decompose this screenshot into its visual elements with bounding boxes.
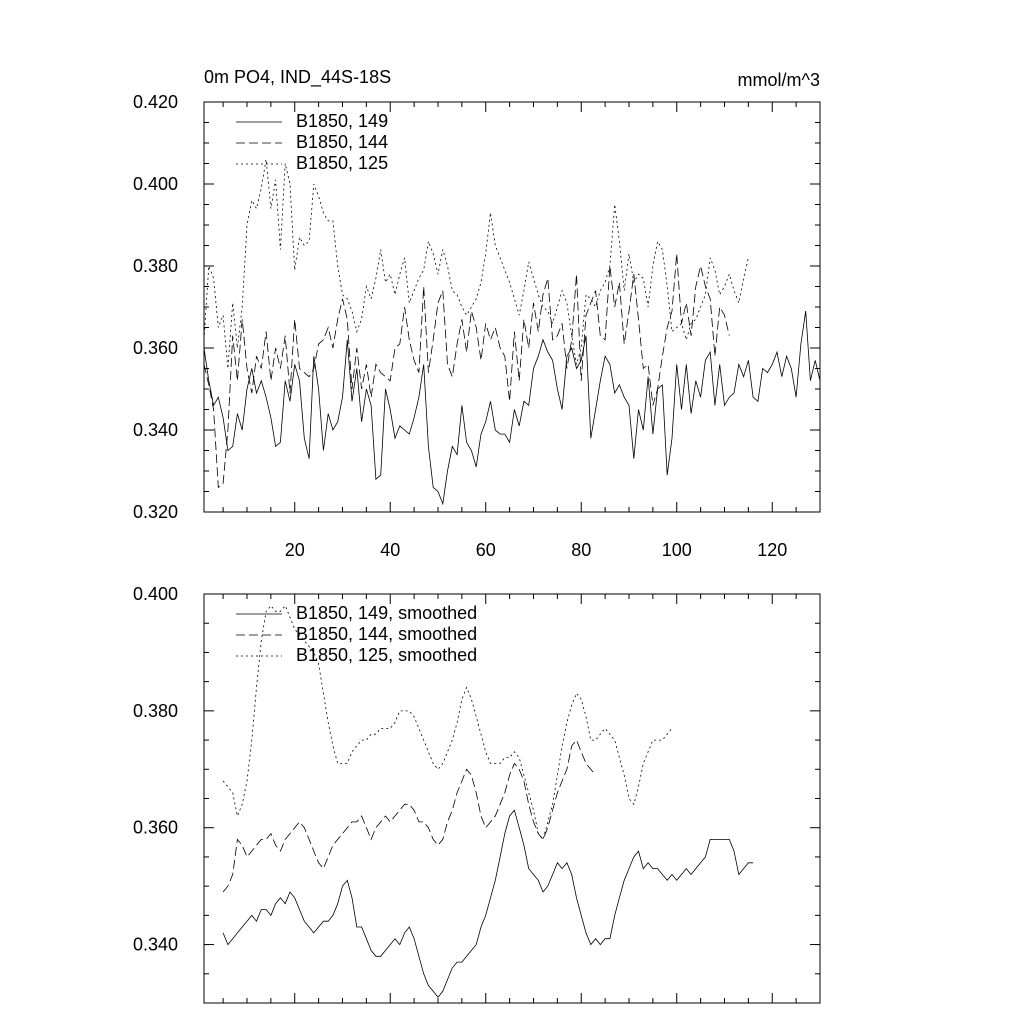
y-tick-label: 0.320	[133, 502, 178, 522]
series-line-solid	[222, 809, 754, 998]
bottom-panel: 0.340 0.360 0.380 0.400 B1850, 149, smoothed…	[133, 584, 821, 1004]
y-tick-label: 0.400	[133, 174, 178, 194]
y-tick-label: 0.420	[133, 92, 178, 112]
legend-label: B1850, 149, smoothed	[296, 603, 477, 623]
units-label: mmol/m^3	[738, 70, 820, 90]
x-tick-label: 80	[571, 540, 591, 560]
legend-label: B1850, 144	[296, 132, 388, 152]
x-tick-label: 20	[285, 540, 305, 560]
series-line-dashed	[222, 739, 596, 893]
series-line-solid	[204, 311, 820, 506]
y-tick-label: 0.380	[133, 701, 178, 721]
legend-label: B1850, 144, smoothed	[296, 624, 477, 644]
x-tick-label: 100	[662, 540, 692, 560]
top-panel: 20 40 60 80 100 120 0.320 0.340 0.360 0.380 0.400 0…	[133, 92, 821, 560]
y-tick-label: 0.360	[133, 338, 178, 358]
chart-title: 0m PO4, IND_44S-18S	[204, 67, 391, 88]
legend-label: B1850, 149	[296, 111, 388, 131]
legend-label: B1850, 125, smoothed	[296, 645, 477, 665]
y-tick-label: 0.360	[133, 818, 178, 838]
x-tick-label: 60	[476, 540, 496, 560]
series-line-dotted	[204, 159, 749, 369]
x-tick-label: 120	[757, 540, 787, 560]
legend-label: B1850, 125	[296, 153, 388, 173]
x-tick-label: 40	[380, 540, 400, 560]
y-tick-label: 0.380	[133, 256, 178, 276]
y-tick-label: 0.340	[133, 935, 178, 955]
y-tick-label: 0.340	[133, 420, 178, 440]
series-line-dotted	[222, 604, 673, 841]
y-tick-label: 0.400	[133, 584, 178, 604]
series-line-dashed	[204, 253, 730, 489]
